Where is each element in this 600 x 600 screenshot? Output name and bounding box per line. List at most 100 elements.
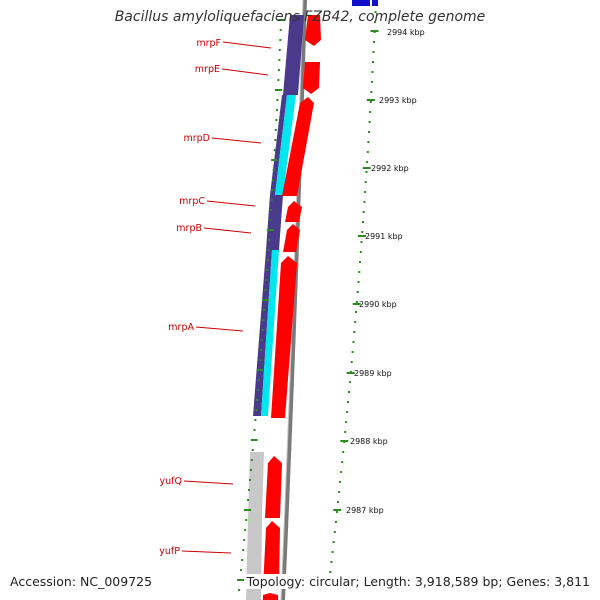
inner-tick-track [237, 19, 286, 591]
ruler-minor-tick [354, 321, 357, 323]
inner-minor-tick [241, 559, 244, 561]
inner-minor-tick [251, 449, 254, 451]
inner-minor-tick [259, 359, 262, 361]
ruler-minor-tick [332, 541, 335, 543]
cds-arrow-4 [285, 201, 302, 222]
inner-major-tick [271, 159, 279, 161]
ruler-minor-tick [362, 221, 364, 223]
ruler-minor-tick [369, 101, 372, 103]
ruler-minor-tick [353, 331, 356, 333]
ruler-minor-tick [364, 191, 367, 193]
ruler-minor-tick [335, 511, 338, 513]
gene-label-mrpB: mrpB [176, 223, 202, 234]
inner-minor-tick [269, 219, 272, 221]
ruler-minor-tick [339, 481, 342, 483]
gene-label-mrpD: mrpD [183, 133, 210, 144]
inner-major-tick [256, 369, 264, 371]
ruler-minor-tick [361, 231, 364, 233]
ruler-minor-tick [348, 381, 351, 383]
inner-minor-tick [266, 259, 269, 261]
gene-label-yufP: yufP [159, 546, 180, 557]
ruler-minor-tick [355, 311, 357, 313]
ruler-label-2989: 2989 kbp [354, 369, 392, 378]
ruler-minor-tick [374, 21, 376, 23]
cog-bar-mrpC [268, 195, 283, 222]
ruler-minor-tick [364, 181, 367, 183]
ruler-label-2994: 2994 kbp [387, 28, 425, 37]
inner-minor-tick [253, 429, 256, 431]
cds-arrow-5 [283, 224, 300, 252]
inner-minor-tick [257, 379, 260, 381]
inner-major-tick [250, 439, 258, 441]
ruler-minor-tick [366, 161, 369, 163]
inner-minor-tick [250, 459, 253, 461]
ruler-minor-tick [365, 171, 368, 173]
ruler-major-tick [340, 440, 349, 442]
ruler-minor-tick [333, 531, 336, 533]
inner-minor-tick [256, 389, 259, 391]
ruler-minor-tick [338, 491, 341, 493]
inner-minor-tick [272, 169, 275, 171]
ruler-minor-tick [371, 71, 374, 73]
cog-bar-mrpF [283, 15, 304, 95]
inner-minor-tick [261, 329, 264, 331]
inner-minor-tick [249, 479, 251, 481]
cog-bar-mrpD-cyan [275, 95, 296, 195]
ruler-minor-tick [372, 51, 375, 53]
ruler-major-tick [358, 235, 366, 237]
cds-arrow-1 [305, 15, 321, 46]
inner-major-tick [261, 299, 269, 301]
inner-minor-tick [278, 49, 281, 51]
ruler-minor-tick [368, 131, 370, 133]
inner-major-tick [266, 229, 274, 231]
inner-minor-tick [249, 469, 252, 471]
gene-label-mrpF: mrpF [196, 38, 221, 49]
cds-arrow-3 [282, 97, 314, 196]
ruler-major-tick [370, 30, 379, 32]
ruler-minor-tick [346, 411, 349, 413]
inner-minor-tick [275, 119, 278, 121]
inner-minor-tick [238, 589, 241, 591]
ruler-minor-tick [355, 301, 358, 303]
ruler-minor-tick [350, 361, 353, 363]
ruler-minor-tick [356, 291, 359, 293]
gene-label-mrpC: mrpC [179, 196, 205, 207]
ruler-label-2987: 2987 kbp [346, 506, 384, 515]
ruler-minor-tick [374, 11, 377, 13]
cds-arrow-2 [303, 62, 320, 94]
inner-major-tick [278, 19, 286, 21]
ruler-minor-tick [372, 61, 374, 63]
inner-major-tick [274, 89, 282, 91]
ruler-minor-tick [359, 251, 362, 253]
ruler-minor-tick [357, 281, 360, 283]
inner-minor-tick [242, 549, 245, 551]
blue-feature-edge [372, 0, 378, 6]
ruler-minor-tick [351, 351, 354, 353]
ruler-minor-tick [362, 211, 365, 213]
cog-bar-mrpB [266, 222, 281, 250]
inner-minor-tick [279, 39, 282, 41]
inner-minor-tick [273, 149, 276, 151]
ruler-major-tick [346, 372, 355, 374]
inner-minor-tick [256, 399, 259, 401]
label-connectors [181, 41, 272, 554]
inner-minor-tick [266, 269, 269, 271]
cds-arrow-7 [265, 456, 282, 518]
ruler-minor-tick [370, 81, 373, 83]
ruler-minor-tick [360, 241, 363, 243]
ruler-major-tick [362, 167, 371, 169]
inner-minor-tick [277, 69, 280, 71]
ruler-minor-tick [330, 561, 333, 563]
ruler-minor-tick [347, 401, 349, 403]
ruler-minor-tick [331, 551, 334, 553]
ruler-minor-tick [329, 571, 332, 573]
ruler-minor-tick [341, 461, 344, 463]
ruler-minor-tick [352, 341, 355, 343]
inner-minor-tick [276, 99, 279, 101]
ruler-minor-tick [363, 201, 366, 203]
ruler-minor-tick [359, 261, 361, 263]
topology-text: Topology: circular; Length: 3,918,589 bp… [244, 574, 592, 589]
inner-minor-tick [267, 249, 270, 251]
inner-minor-tick [244, 529, 247, 531]
